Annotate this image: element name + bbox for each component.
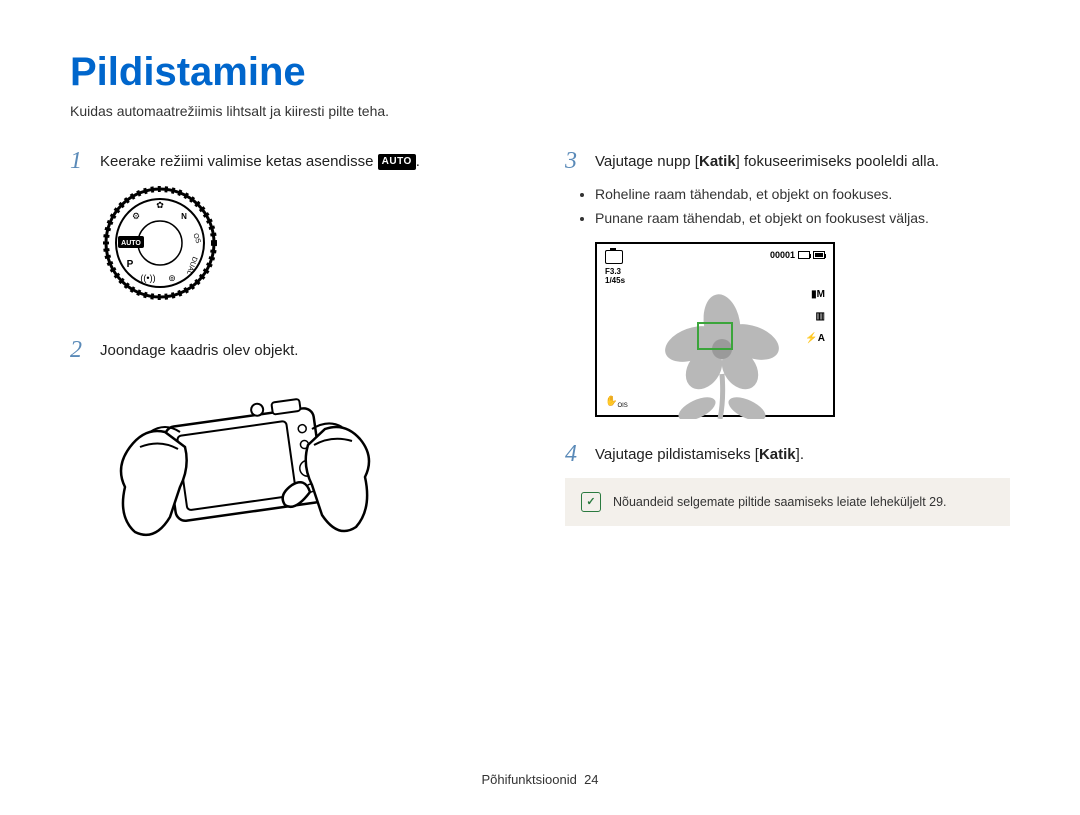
right-side-icons: ▮M ▥ ⚡A [805, 284, 825, 350]
page-title: Pildistamine [70, 50, 1010, 95]
step-2: 2 Joondage kaadris olev objekt. [70, 338, 515, 362]
content-columns: 1 Keerake režiimi valimise ketas asendis… [70, 149, 1010, 562]
tip-callout: ✓ Nõuandeid selgemate piltide saamiseks … [565, 478, 1010, 526]
step-text: Vajutage pildistamiseks [Katik]. [595, 442, 804, 465]
bullet-red: Punane raam tähendab, et objekt on fooku… [595, 207, 1010, 229]
step-number: 4 [565, 442, 583, 466]
step-number: 2 [70, 338, 88, 362]
step3-pre: Vajutage nupp [ [595, 153, 699, 170]
svg-text:⊚: ⊚ [168, 273, 176, 283]
step-text: Keerake režiimi valimise ketas asendisse… [100, 149, 420, 172]
svg-text:⚙: ⚙ [132, 211, 140, 221]
battery-icon [813, 251, 825, 259]
step1-post: . [416, 153, 420, 170]
svg-text:N: N [181, 212, 187, 221]
step-number: 3 [565, 149, 583, 173]
svg-text:((•)): ((•)) [140, 273, 155, 283]
svg-text:✿: ✿ [156, 200, 164, 210]
footer-section: Põhifunktsioonid [481, 772, 576, 787]
footer-page-number: 24 [584, 772, 598, 787]
lcd-preview-illustration: F3.3 1/45s 00001 ▮M ▥ ⚡A ✋OIS [595, 242, 1010, 417]
stabilizer-icon: ✋OIS [605, 396, 628, 409]
step1-pre: Keerake režiimi valimise ketas asendisse [100, 153, 378, 170]
bullet-green: Roheline raam tähendab, et objekt on foo… [595, 183, 1010, 205]
hands-holding-camera-illustration [110, 377, 515, 562]
mode-dial-illustration: ✿ N OS DUAL ⊚ ((•)) P AUTO ⚙ [100, 183, 515, 308]
step4-bold: Katik [759, 446, 796, 463]
left-column: 1 Keerake režiimi valimise ketas asendis… [70, 149, 515, 562]
hands-svg [110, 377, 380, 557]
shutter-speed: 1/45s [605, 277, 625, 286]
top-right-status: 00001 [770, 250, 825, 260]
camera-mode-icon [605, 250, 623, 264]
step-text: Vajutage nupp [Katik] fokuseerimiseks po… [595, 149, 939, 172]
image-size-icon: ▮M [805, 284, 825, 306]
step4-post: ]. [796, 446, 804, 463]
page-subtitle: Kuidas automaatrežiimis lihtsalt ja kiir… [70, 103, 1010, 119]
tip-text: Nõuandeid selgemate piltide saamiseks le… [613, 495, 947, 509]
frame-counter: 00001 [770, 250, 795, 260]
right-column: 3 Vajutage nupp [Katik] fokuseerimiseks … [565, 149, 1010, 562]
auto-mode-badge: AUTO [378, 154, 416, 170]
step-3: 3 Vajutage nupp [Katik] fokuseerimiseks … [565, 149, 1010, 173]
quality-icon: ▥ [805, 306, 825, 328]
exposure-readout: F3.3 1/45s [605, 268, 625, 286]
step-4: 4 Vajutage pildistamiseks [Katik]. [565, 442, 1010, 466]
flash-mode-icon: ⚡A [805, 328, 825, 350]
page-footer: Põhifunktsioonid 24 [0, 772, 1080, 787]
step3-bullets: Roheline raam tähendab, et objekt on foo… [595, 183, 1010, 230]
tip-note-icon: ✓ [581, 492, 601, 512]
step-1: 1 Keerake režiimi valimise ketas asendis… [70, 149, 515, 173]
svg-text:AUTO: AUTO [121, 240, 141, 247]
svg-text:P: P [127, 259, 134, 270]
step3-post: ] fokuseerimiseks pooleldi alla. [736, 153, 939, 170]
lcd-screen: F3.3 1/45s 00001 ▮M ▥ ⚡A ✋OIS [595, 242, 835, 417]
mode-dial-svg: ✿ N OS DUAL ⊚ ((•)) P AUTO ⚙ [100, 183, 220, 303]
step3-bold: Katik [699, 153, 736, 170]
memory-icon [798, 251, 810, 259]
step-text: Joondage kaadris olev objekt. [100, 338, 298, 361]
focus-frame [697, 322, 733, 350]
step4-pre: Vajutage pildistamiseks [ [595, 446, 759, 463]
step-number: 1 [70, 149, 88, 173]
